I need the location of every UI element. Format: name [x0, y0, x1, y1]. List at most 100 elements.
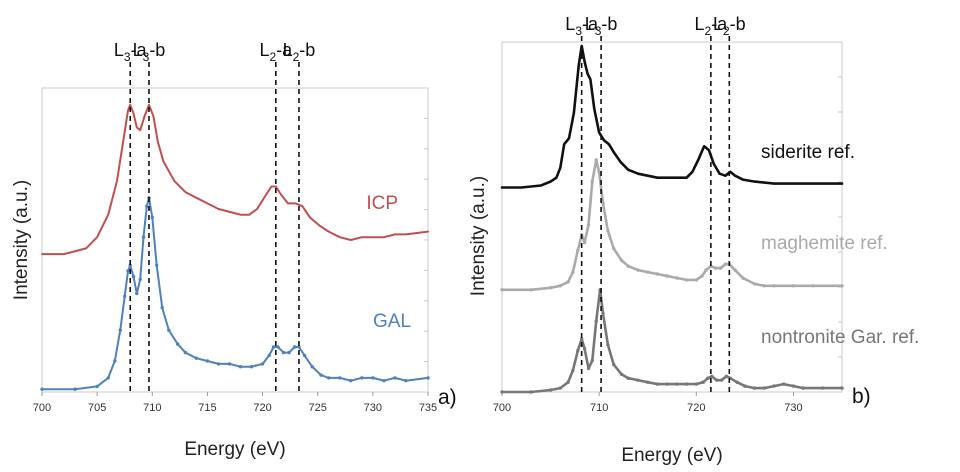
- panel-a-data-point: [271, 345, 276, 349]
- panel-b-data-point: [811, 284, 815, 288]
- panel-b-data-point: [626, 376, 630, 380]
- panel-b-data-point: [576, 248, 580, 253]
- panel-b-data-point: [529, 288, 533, 292]
- panel-b-data-point: [715, 378, 719, 382]
- panel-a-x-tick-label: 735: [419, 402, 437, 414]
- panel-a-peak-label: L3-a: [114, 40, 148, 64]
- panel-a-data-point: [319, 373, 323, 377]
- panel-a-data-point: [73, 387, 77, 391]
- panel-a-data-point: [176, 342, 180, 346]
- panel-b-data-point: [626, 264, 630, 268]
- panel-b-data-point: [582, 347, 587, 351]
- panel-a-data-point: [167, 328, 171, 332]
- panel-a-x-tick-label: 720: [253, 402, 271, 414]
- panel-b-data-point: [597, 170, 601, 174]
- panel-a-data-point: [126, 269, 130, 273]
- panel-b-data-point: [718, 266, 723, 270]
- panel-b-data-point: [655, 382, 660, 386]
- panel-a-data-point: [150, 215, 154, 220]
- panel-a-panel-label: a): [438, 386, 457, 409]
- panel-a-data-point: [327, 376, 331, 380]
- panel-b-data-point: [762, 284, 766, 288]
- panel-a-data-point: [338, 376, 342, 380]
- panel-b-data-point: [580, 337, 584, 341]
- panel-a-data-point: [276, 345, 280, 349]
- panel-b-peak-label: L3-a: [565, 14, 599, 38]
- panel-b-data-point: [612, 362, 616, 367]
- panel-b-data-point: [752, 282, 757, 286]
- panel-b-data-point: [606, 343, 610, 347]
- panel-a-data-point: [360, 376, 364, 380]
- panel-a-data-point: [194, 356, 199, 360]
- panel-a-data-point: [267, 353, 271, 358]
- panel-b-data-point: [590, 179, 594, 184]
- panel-a-x-axis-title: Energy (eV): [184, 439, 285, 460]
- panel-b-x-tick-label: 730: [784, 402, 802, 414]
- panel-b-data-point: [840, 284, 844, 288]
- panel-b-data-point: [710, 374, 714, 378]
- panel-b-x-axis-title: Energy (eV): [621, 445, 722, 466]
- panel-b-data-point: [700, 274, 704, 278]
- panel-a-data-point: [138, 277, 142, 282]
- panel-a-data-point: [292, 345, 297, 349]
- panel-a-series-line-gal: [41, 196, 429, 391]
- panel-b-data-point: [782, 382, 786, 386]
- panel-b-series-label: nontronite Gar. ref.: [761, 327, 919, 348]
- panel-a-data-point: [118, 328, 123, 332]
- panel-b-peak-label: L3-b: [585, 14, 618, 38]
- panel-b-data-point: [724, 374, 729, 378]
- panel-a-x-tick-label: 705: [88, 402, 106, 414]
- panel-b-peak-label: L2-b: [713, 14, 746, 38]
- panel-b-data-point: [665, 382, 669, 386]
- panel-b-data-point: [590, 358, 594, 363]
- panel-a-x-tick-label: 725: [309, 402, 327, 414]
- panel-b-series-label: maghemite ref.: [761, 233, 888, 254]
- panel-a-data-point: [106, 376, 110, 380]
- panel-b-data-point: [601, 311, 605, 315]
- panel-b: 700 710 720 730 siderite ref. maghemite ref. n…: [468, 14, 919, 466]
- panel-b-data-point: [655, 272, 660, 276]
- panel-a: 700 705 710 715 720 725 730 735 ICP GAL L3-aL3-b L2…: [11, 40, 457, 460]
- panel-b-peak-label: L2-a: [694, 14, 728, 38]
- panel-b-data-point: [619, 372, 624, 376]
- panel-b-data-point: [772, 384, 776, 388]
- panel-b-data-point: [694, 278, 698, 282]
- panel-b-data-point: [675, 276, 679, 280]
- panel-b-data-point: [646, 270, 650, 274]
- panel-a-data-point: [128, 263, 132, 267]
- panel-b-data-point: [582, 240, 587, 245]
- panel-b-data-point: [558, 284, 562, 288]
- panel-a-data-point: [183, 350, 188, 355]
- panel-a-data-point: [155, 263, 159, 267]
- panel-b-data-point: [840, 386, 844, 390]
- panel-a-data-point: [113, 359, 117, 363]
- panel-b-data-point: [791, 284, 796, 288]
- panel-a-data-point: [393, 376, 397, 380]
- panel-b-series-label: siderite ref.: [761, 142, 855, 163]
- panel-a-data-point: [302, 353, 307, 358]
- panel-b-data-point: [791, 384, 796, 388]
- panel-b-series-line-maghemite-ref: [500, 158, 844, 292]
- panel-b-data-point: [586, 366, 591, 371]
- panel-a-series-label: GAL: [373, 311, 411, 332]
- panel-a-series-line-icp: [41, 103, 429, 256]
- panel-a-data-point: [205, 359, 210, 363]
- panel-b-data-point: [646, 380, 650, 384]
- panel-b-data-point: [723, 262, 728, 266]
- panel-a-peak-label: L2-a: [259, 40, 293, 64]
- panel-a-x-tick-label: 730: [364, 402, 382, 414]
- panel-b-data-point: [752, 386, 757, 390]
- panel-b-data-point: [558, 386, 562, 390]
- panel-a-data-point: [260, 362, 265, 366]
- panel-b-x-tick-label: 720: [687, 402, 705, 414]
- panel-a-peak-label: L2-b: [283, 40, 316, 64]
- panel-b-data-point: [500, 390, 504, 394]
- panel-b-data-point: [801, 386, 805, 390]
- panel-a-data-point: [287, 350, 291, 355]
- panel-b-data-point: [709, 264, 713, 268]
- panel-b-data-point: [694, 382, 698, 386]
- panel-b-data-point: [636, 268, 640, 272]
- panel-b-data-point: [606, 229, 610, 233]
- panel-a-data-point: [40, 387, 44, 391]
